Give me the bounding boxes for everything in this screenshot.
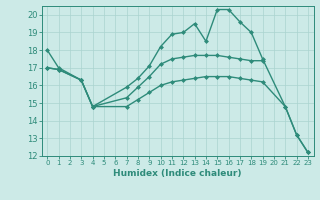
X-axis label: Humidex (Indice chaleur): Humidex (Indice chaleur): [113, 169, 242, 178]
